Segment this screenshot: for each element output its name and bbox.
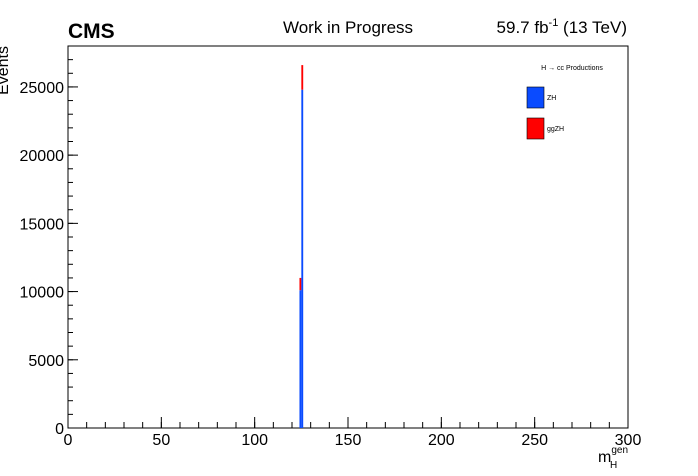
lumi-rest: (13 TeV) xyxy=(558,18,627,37)
lumi: 59.7 fb xyxy=(497,18,549,37)
bar xyxy=(299,290,302,428)
x-tick-label: 300 xyxy=(615,432,642,449)
legend-swatch xyxy=(526,117,545,140)
bar xyxy=(301,89,304,429)
x-tick-label: 100 xyxy=(241,432,268,449)
y-axis-label: Events xyxy=(0,46,12,95)
x-label-sub: H xyxy=(610,460,617,471)
y-tick-label: 20000 xyxy=(20,148,65,165)
x-tick-label: 150 xyxy=(335,432,362,449)
x-label-sup: gen xyxy=(611,445,628,456)
x-tick-label: 250 xyxy=(521,432,548,449)
legend-label: ggZH xyxy=(547,126,564,133)
bar xyxy=(301,65,304,90)
x-axis-label: mgen H xyxy=(598,445,628,471)
chart-title: CMS xyxy=(68,20,115,43)
subtitle: Work in Progress xyxy=(283,18,413,37)
legend-title: H → cc Productions xyxy=(541,65,603,72)
y-tick-label: 25000 xyxy=(20,80,65,97)
bar xyxy=(299,277,302,291)
y-tick-label: 0 xyxy=(55,421,64,438)
x-tick-label: 50 xyxy=(152,432,170,449)
y-tick-label: 5000 xyxy=(28,353,64,370)
y-tick-label: 10000 xyxy=(20,285,65,302)
y-tick-label: 15000 xyxy=(20,216,65,233)
legend-label: ZH xyxy=(547,95,556,102)
lumi-sup: -1 xyxy=(549,17,559,29)
x-tick-label: 200 xyxy=(428,432,455,449)
x-tick-label: 0 xyxy=(64,432,73,449)
legend-swatch xyxy=(526,86,545,109)
lumi-label: 59.7 fb-1 (13 TeV) xyxy=(497,17,627,37)
x-label-main: m xyxy=(598,449,611,466)
